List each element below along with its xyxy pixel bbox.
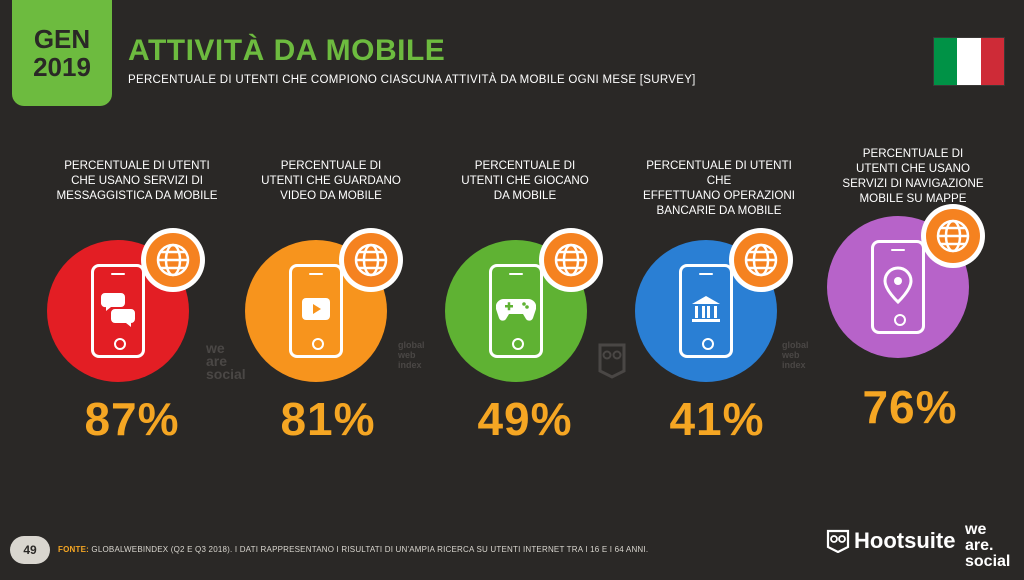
page-title: ATTIVITÀ DA MOBILE xyxy=(128,34,446,67)
activity-percentage: 81% xyxy=(280,393,376,445)
globe-icon xyxy=(539,228,603,292)
smartphone-icon xyxy=(871,240,925,334)
was-line-3: social xyxy=(965,553,1011,570)
italy-flag-icon xyxy=(934,38,1004,85)
activity-tile: PERCENTUALE DI UTENTI CHE USANO SERVIZI … xyxy=(827,147,998,434)
activity-tile: PERCENTUALE DI UTENTI CHE USANO SERVIZI … xyxy=(47,158,222,446)
globe-icon xyxy=(921,204,985,268)
date-badge-year: 2019 xyxy=(33,52,91,82)
activity-tile: PERCENTUALE DI UTENTI CHE GIOCANO DA MOB… xyxy=(440,158,610,446)
activity-label: PERCENTUALE DI UTENTI CHE GIOCANO DA MOB… xyxy=(461,159,589,202)
globe-icon xyxy=(729,228,793,292)
activity-graphic xyxy=(435,220,615,400)
chat-bubbles-icon xyxy=(100,289,135,334)
page-number: 49 xyxy=(10,536,50,564)
source-note: FONTE: GLOBALWEBINDEX (Q2 E Q3 2018). I … xyxy=(58,545,648,554)
activity-label: PERCENTUALE DI UTENTI CHE EFFETTUANO OPE… xyxy=(642,159,795,217)
activity-percentage: 49% xyxy=(477,393,573,445)
hootsuite-owl-watermark xyxy=(598,343,626,381)
activity-percentage: 76% xyxy=(862,381,958,433)
activity-label: PERCENTUALE DI UTENTI CHE USANO SERVIZI … xyxy=(842,147,984,205)
smartphone-icon xyxy=(489,264,543,358)
smartphone-icon xyxy=(679,264,733,358)
we-are-social-logo: we are. social xyxy=(965,522,1010,570)
hootsuite-logo: Hootsuite xyxy=(826,528,955,554)
globalwebindex-watermark: global web index xyxy=(398,340,425,370)
activity-graphic xyxy=(241,220,421,400)
activity-graphic xyxy=(823,196,1003,376)
activity-percentage: 87% xyxy=(84,393,180,445)
globalwebindex-watermark-2: global web index xyxy=(782,340,809,370)
date-badge-month: GEN xyxy=(33,24,91,54)
hootsuite-owl-icon xyxy=(826,529,850,553)
source-label: FONTE: xyxy=(58,545,89,554)
smartphone-icon xyxy=(91,264,145,358)
smartphone-icon xyxy=(289,264,343,358)
bank-icon xyxy=(690,293,722,330)
page-subtitle: PERCENTUALE DI UTENTI CHE COMPIONO CIASC… xyxy=(128,74,696,86)
activity-label: PERCENTUALE DI UTENTI CHE GUARDANO VIDEO… xyxy=(261,159,401,202)
flag-stripe-white xyxy=(957,38,981,85)
hootsuite-wordmark: Hootsuite xyxy=(854,528,956,553)
date-badge: GEN 2019 xyxy=(12,0,112,106)
was-line-2: are. xyxy=(965,537,994,554)
gamepad-icon xyxy=(495,296,537,327)
was-line-1: we xyxy=(965,521,987,538)
activity-percentage: 41% xyxy=(669,393,765,445)
globe-icon xyxy=(339,228,403,292)
play-icon xyxy=(301,297,331,326)
activity-tile: PERCENTUALE DI UTENTI CHE GUARDANO VIDEO… xyxy=(245,158,416,446)
map-pin-icon xyxy=(883,265,913,309)
activity-label: PERCENTUALE DI UTENTI CHE USANO SERVIZI … xyxy=(56,159,218,202)
owl-icon xyxy=(598,343,626,379)
globe-icon xyxy=(141,228,205,292)
we-are-social-watermark: we are social xyxy=(206,340,246,382)
activity-tile: PERCENTUALE DI UTENTI CHE EFFETTUANO OPE… xyxy=(634,158,804,446)
activity-graphic xyxy=(47,220,227,400)
source-text: GLOBALWEBINDEX (Q2 E Q3 2018). I DATI RA… xyxy=(91,545,649,554)
flag-stripe-red xyxy=(980,38,1004,85)
activity-graphic xyxy=(629,220,809,400)
flag-stripe-green xyxy=(934,38,958,85)
